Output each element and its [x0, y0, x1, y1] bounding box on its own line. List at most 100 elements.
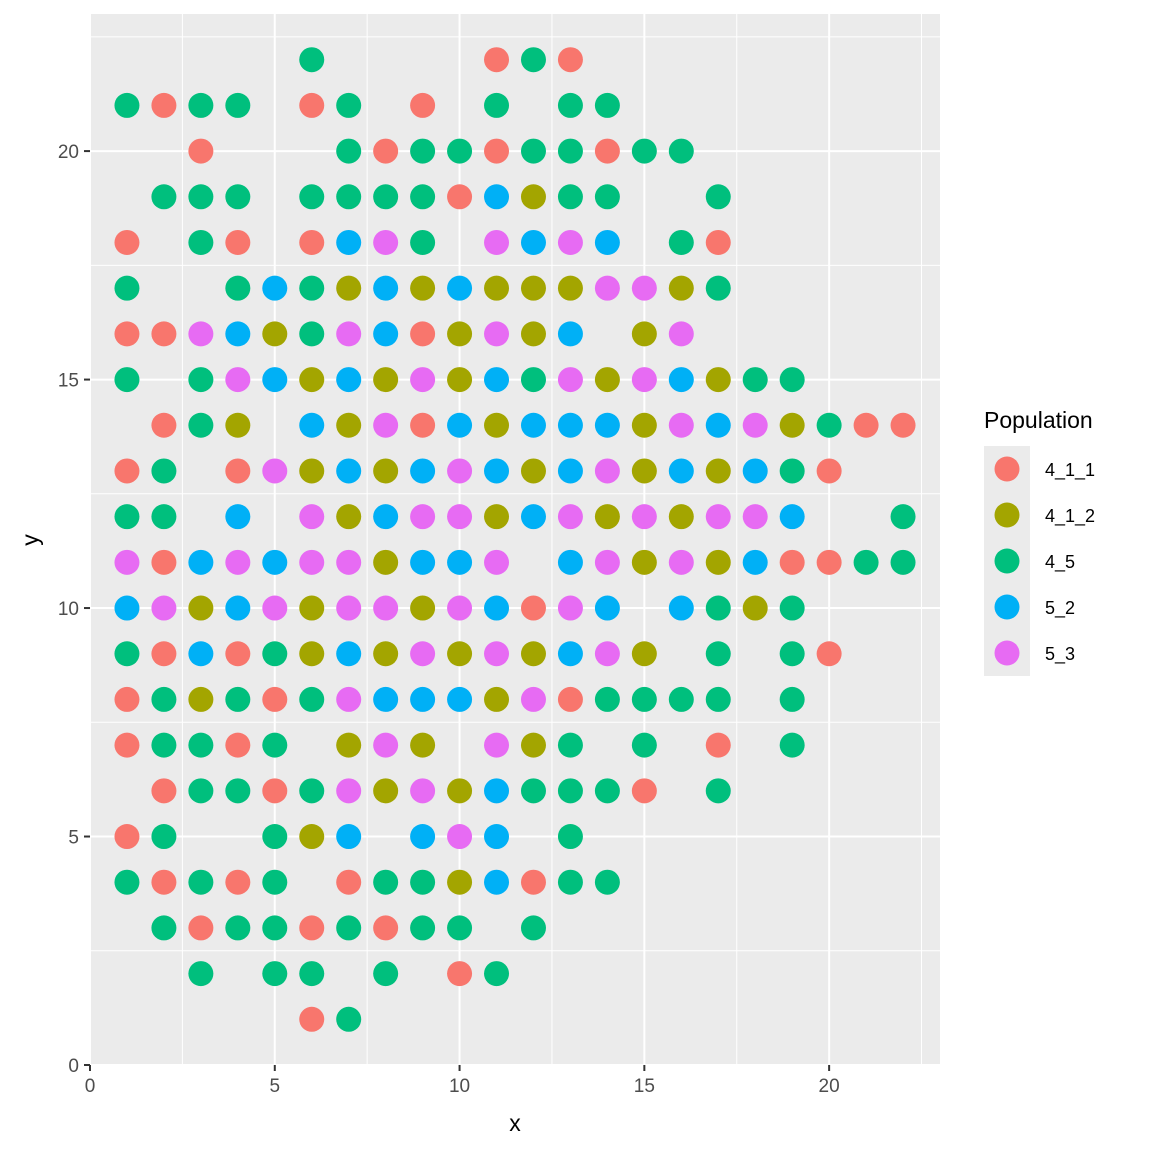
point-4_5 — [188, 961, 214, 987]
point-4_1_1 — [114, 686, 140, 712]
point-4_1_2 — [373, 458, 399, 484]
legend-key-5_3 — [994, 640, 1020, 666]
point-5_3 — [447, 595, 473, 621]
point-4_1_1 — [299, 229, 325, 255]
point-5_2 — [447, 549, 473, 575]
point-5_2 — [484, 595, 510, 621]
point-4_5 — [410, 138, 436, 164]
point-4_1_1 — [188, 138, 214, 164]
point-4_5 — [410, 184, 436, 210]
point-5_2 — [373, 686, 399, 712]
point-5_3 — [373, 412, 399, 438]
point-4_5 — [299, 686, 325, 712]
point-4_5 — [520, 915, 546, 941]
point-5_2 — [336, 229, 362, 255]
point-4_1_1 — [557, 47, 583, 73]
x-tick-label: 0 — [85, 1076, 96, 1097]
x-tick-label: 10 — [449, 1076, 470, 1097]
point-4_1_2 — [557, 275, 583, 301]
point-4_5 — [594, 869, 620, 895]
point-4_5 — [484, 961, 510, 987]
point-4_5 — [225, 778, 251, 804]
point-5_3 — [631, 275, 657, 301]
point-4_5 — [779, 595, 805, 621]
point-4_1_2 — [631, 458, 657, 484]
point-4_5 — [262, 915, 288, 941]
legend-key-4_1_1 — [994, 456, 1020, 482]
point-4_5 — [705, 778, 731, 804]
y-tick-label: 10 — [58, 599, 79, 620]
point-4_5 — [594, 686, 620, 712]
point-5_2 — [557, 321, 583, 347]
legend-label: 5_3 — [1045, 644, 1075, 665]
y-axis-title: y — [17, 534, 43, 546]
point-4_5 — [631, 138, 657, 164]
point-5_3 — [594, 458, 620, 484]
point-4_1_1 — [484, 47, 510, 73]
point-4_5 — [779, 686, 805, 712]
point-4_1_1 — [373, 915, 399, 941]
point-4_5 — [114, 367, 140, 393]
point-4_1_2 — [299, 641, 325, 667]
legend-key-5_2 — [994, 594, 1020, 620]
point-5_2 — [336, 641, 362, 667]
point-4_1_2 — [631, 641, 657, 667]
point-4_5 — [410, 915, 436, 941]
point-5_3 — [225, 367, 251, 393]
point-4_1_2 — [336, 412, 362, 438]
point-4_1_1 — [816, 458, 842, 484]
x-axis-title: x — [509, 1110, 521, 1136]
point-4_1_1 — [299, 915, 325, 941]
legend-key-4_5 — [994, 548, 1020, 574]
legend-title: Population — [984, 407, 1093, 433]
point-4_5 — [668, 686, 694, 712]
point-4_1_1 — [557, 686, 583, 712]
point-4_1_2 — [262, 321, 288, 347]
point-4_1_2 — [594, 504, 620, 530]
point-4_5 — [557, 92, 583, 118]
x-tick-label: 15 — [634, 1076, 655, 1097]
point-4_1_1 — [225, 229, 251, 255]
point-4_5 — [262, 824, 288, 850]
point-4_5 — [373, 869, 399, 895]
point-4_5 — [557, 824, 583, 850]
point-4_1_1 — [225, 641, 251, 667]
point-5_3 — [410, 504, 436, 530]
point-4_1_2 — [484, 504, 510, 530]
point-5_2 — [557, 549, 583, 575]
point-4_1_2 — [668, 275, 694, 301]
point-5_2 — [520, 412, 546, 438]
point-4_5 — [188, 92, 214, 118]
point-4_5 — [336, 184, 362, 210]
point-4_5 — [705, 686, 731, 712]
point-5_3 — [336, 778, 362, 804]
point-4_1_1 — [373, 138, 399, 164]
point-5_3 — [520, 686, 546, 712]
point-4_5 — [705, 595, 731, 621]
point-4_5 — [151, 686, 177, 712]
point-4_1_1 — [410, 412, 436, 438]
point-4_5 — [336, 92, 362, 118]
point-4_1_2 — [336, 732, 362, 758]
point-4_5 — [336, 138, 362, 164]
point-4_1_1 — [151, 92, 177, 118]
point-5_3 — [447, 504, 473, 530]
point-4_1_2 — [779, 412, 805, 438]
point-4_1_2 — [336, 504, 362, 530]
point-4_5 — [631, 686, 657, 712]
point-4_1_1 — [447, 184, 473, 210]
point-4_5 — [188, 184, 214, 210]
point-5_2 — [520, 504, 546, 530]
point-4_5 — [447, 915, 473, 941]
point-5_3 — [594, 549, 620, 575]
point-4_5 — [188, 869, 214, 895]
point-4_1_1 — [705, 732, 731, 758]
point-4_1_2 — [299, 824, 325, 850]
minor-grid — [90, 14, 940, 1065]
point-5_3 — [410, 641, 436, 667]
point-5_3 — [631, 504, 657, 530]
point-4_5 — [151, 458, 177, 484]
point-5_3 — [668, 549, 694, 575]
point-4_1_2 — [447, 367, 473, 393]
point-4_1_2 — [668, 504, 694, 530]
